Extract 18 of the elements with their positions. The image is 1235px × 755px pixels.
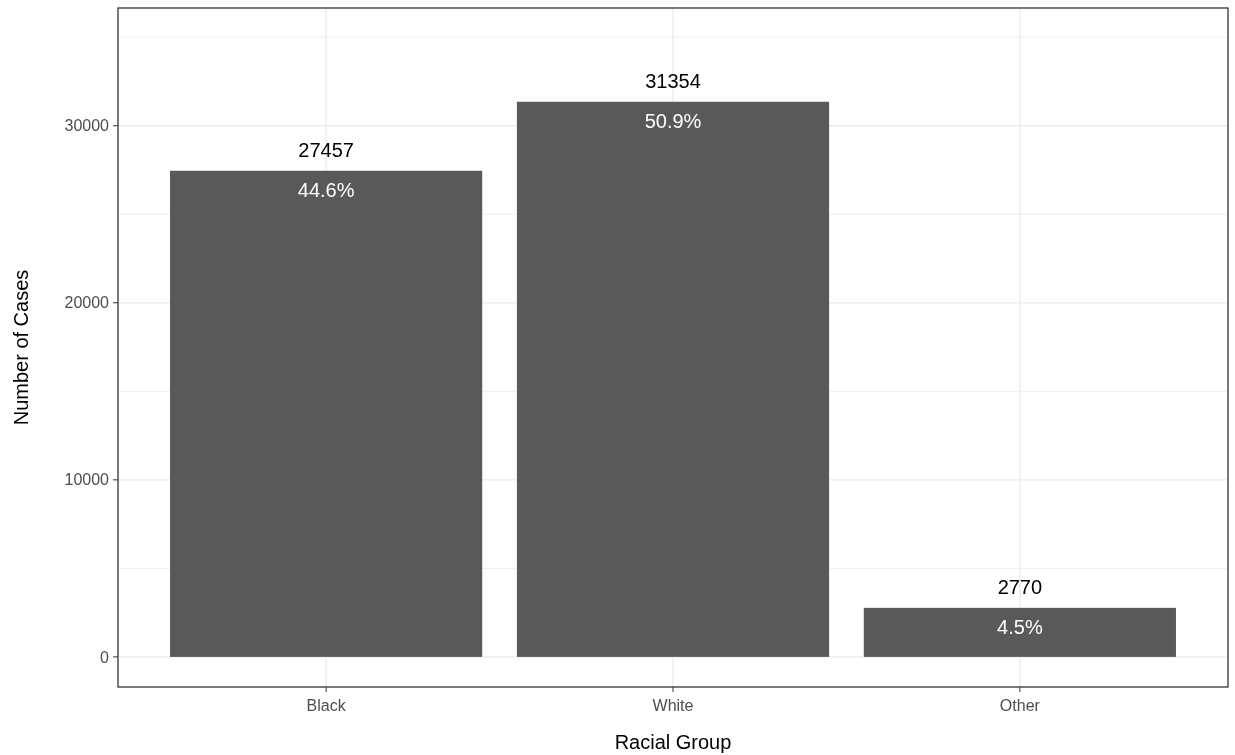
y-tick-label: 30000 <box>64 117 110 135</box>
x-axis-title: Racial Group <box>614 731 732 753</box>
y-tick-label: 10000 <box>64 471 110 489</box>
bar <box>863 607 1176 657</box>
data-label: 27457 <box>298 138 354 161</box>
data-label: 31354 <box>645 69 701 92</box>
y-tick-label: 0 <box>100 648 110 666</box>
annotation: 4.5% <box>997 615 1043 638</box>
y-tick-label: 20000 <box>64 294 110 312</box>
x-tick-label: Black <box>306 697 347 714</box>
annotation: 50.9% <box>644 109 702 132</box>
bar <box>170 170 483 657</box>
x-tick-label: Other <box>999 697 1041 714</box>
x-tick-label: White <box>652 697 694 714</box>
bar <box>516 101 830 657</box>
annotation: 44.6% <box>297 178 355 201</box>
data-label: 2770 <box>997 575 1043 598</box>
y-axis-title: Number of Cases <box>10 269 32 426</box>
